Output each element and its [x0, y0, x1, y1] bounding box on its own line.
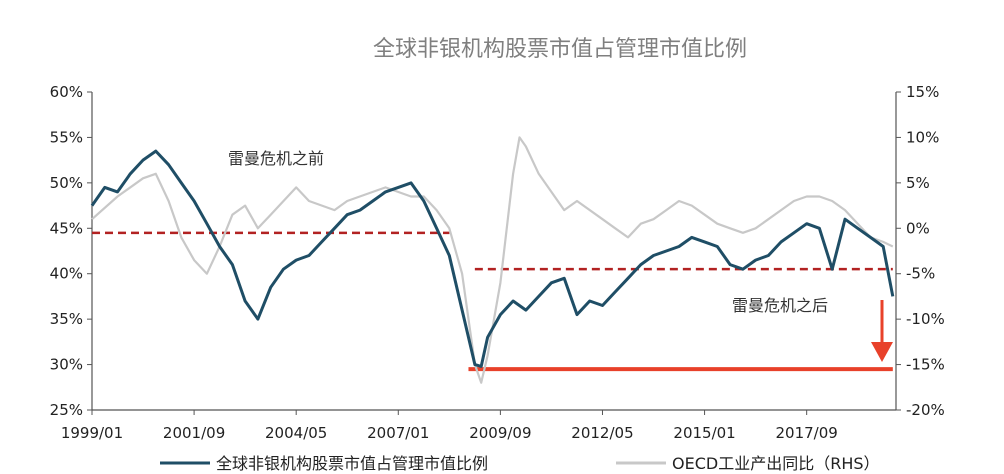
arrow-head — [871, 342, 893, 362]
series-line-oecd — [91, 136, 894, 384]
y-left-tick-label: 30% — [50, 356, 83, 374]
x-tick-label: 2012/05 — [571, 424, 633, 442]
down-arrow — [871, 300, 893, 362]
series-lines — [90, 136, 895, 384]
y-left-tick-label: 55% — [50, 128, 83, 146]
legend: 全球非银机构股票市值占管理市值比例 OECD工业产出同比（RHS） — [160, 454, 880, 473]
y-right-tick-label: -15% — [906, 356, 945, 374]
x-tick-label: 2004/05 — [265, 424, 327, 442]
x-tick-label: 2015/01 — [673, 424, 735, 442]
legend-label-stock-share: 全球非银机构股票市值占管理市值比例 — [216, 454, 488, 473]
x-tick-label: 2001/09 — [163, 424, 225, 442]
y-right-tick-label: 5% — [906, 174, 930, 192]
reference-lines — [92, 231, 893, 372]
series-line-stock-share — [90, 149, 895, 368]
y-right-tick-label: 0% — [906, 219, 930, 237]
annotation-after: 雷曼危机之后 — [732, 296, 828, 315]
x-tick-label: 1999/01 — [61, 424, 123, 442]
x-tick-label: 2007/01 — [367, 424, 429, 442]
y-left-tick-label: 40% — [50, 265, 83, 283]
x-tick-label: 2009/09 — [469, 424, 531, 442]
chart-title: 全球非银机构股票市值占管理市值比例 — [373, 37, 747, 62]
y-left-tick-label: 35% — [50, 310, 83, 328]
y-left-tick-label: 60% — [50, 83, 83, 101]
legend-label-oecd: OECD工业产出同比（RHS） — [672, 454, 880, 473]
y-left-tick-label: 45% — [50, 219, 83, 237]
axes: 25% 30% 35% 40% 45% 50% 55% 60% -20% -15% -10% -5% 0… — [50, 83, 945, 442]
y-right-tick-label: -5% — [906, 265, 935, 283]
y-right-tick-label: -10% — [906, 310, 945, 328]
x-tick-label: 2017/09 — [776, 424, 838, 442]
y-left-tick-label: 50% — [50, 174, 83, 192]
y-right-tick-label: -20% — [906, 401, 945, 419]
y-left-tick-label: 25% — [50, 401, 83, 419]
y-right-tick-label: 15% — [906, 83, 939, 101]
annotation-before: 雷曼危机之前 — [228, 149, 324, 168]
y-right-tick-label: 10% — [906, 128, 939, 146]
